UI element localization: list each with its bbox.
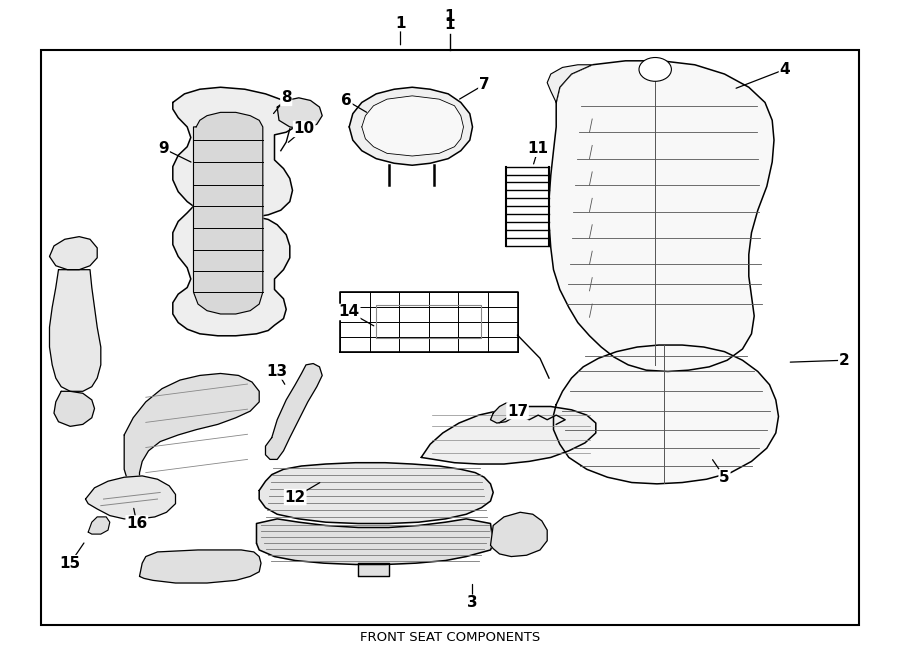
Polygon shape <box>491 512 547 557</box>
Text: FRONT SEAT COMPONENTS: FRONT SEAT COMPONENTS <box>360 631 540 644</box>
Polygon shape <box>124 373 259 492</box>
Polygon shape <box>277 98 322 129</box>
Text: 7: 7 <box>479 77 490 92</box>
Text: 2: 2 <box>839 353 850 368</box>
Text: 15: 15 <box>59 556 81 570</box>
Polygon shape <box>50 270 101 391</box>
Polygon shape <box>50 237 97 270</box>
Text: 16: 16 <box>126 516 148 531</box>
Text: 13: 13 <box>266 364 288 379</box>
Polygon shape <box>54 391 94 426</box>
Polygon shape <box>86 476 176 519</box>
Circle shape <box>639 58 671 81</box>
Polygon shape <box>88 517 110 534</box>
Text: 1: 1 <box>445 17 455 32</box>
Polygon shape <box>266 364 322 459</box>
Text: 14: 14 <box>338 305 360 319</box>
Polygon shape <box>491 403 518 423</box>
Polygon shape <box>173 87 299 336</box>
Polygon shape <box>421 407 596 464</box>
Polygon shape <box>194 112 263 314</box>
Bar <box>40 50 859 625</box>
Polygon shape <box>256 519 493 564</box>
Polygon shape <box>549 61 774 371</box>
Text: 3: 3 <box>467 596 478 610</box>
Polygon shape <box>554 345 778 484</box>
Text: 4: 4 <box>779 62 790 77</box>
Text: 10: 10 <box>293 122 315 136</box>
Polygon shape <box>547 65 592 102</box>
Text: 1: 1 <box>445 9 455 24</box>
Text: 9: 9 <box>158 141 169 156</box>
Polygon shape <box>259 463 493 524</box>
Text: 12: 12 <box>284 490 306 504</box>
Polygon shape <box>349 87 472 165</box>
Text: 8: 8 <box>281 91 292 105</box>
Text: 5: 5 <box>719 470 730 485</box>
Polygon shape <box>362 96 464 156</box>
Text: 1: 1 <box>395 16 406 30</box>
Text: 6: 6 <box>341 93 352 108</box>
Polygon shape <box>140 550 261 583</box>
Text: 11: 11 <box>527 141 549 156</box>
Polygon shape <box>358 563 389 576</box>
Text: 17: 17 <box>507 404 528 418</box>
